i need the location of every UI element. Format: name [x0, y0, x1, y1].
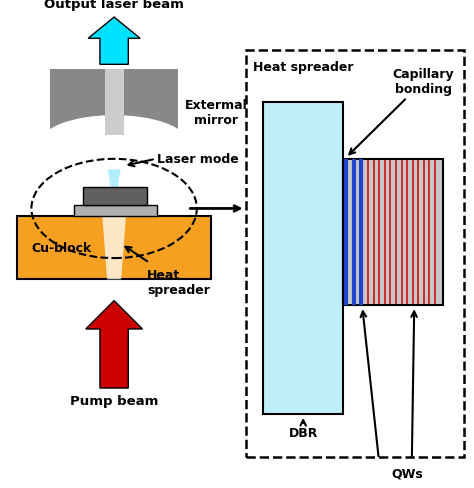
Text: Extermal
mirror: Extermal mirror [185, 99, 248, 126]
Text: Heat spreader: Heat spreader [253, 61, 354, 74]
Ellipse shape [41, 116, 187, 170]
Polygon shape [86, 301, 143, 388]
Bar [50, 70, 178, 143]
Text: Cu-block: Cu-block [31, 242, 91, 255]
Bar [343, 160, 443, 305]
Bar [246, 51, 464, 457]
Polygon shape [102, 216, 126, 280]
Text: Output laser beam: Output laser beam [44, 0, 184, 11]
Text: Heat
spreader: Heat spreader [147, 268, 210, 296]
Bar [83, 188, 147, 206]
Bar [105, 70, 124, 136]
Polygon shape [109, 179, 119, 209]
Text: QWs: QWs [391, 467, 423, 480]
Text: Pump beam: Pump beam [70, 394, 158, 407]
Text: Laser mode: Laser mode [156, 153, 238, 166]
Polygon shape [102, 143, 126, 179]
Polygon shape [88, 18, 140, 65]
Bar [74, 206, 156, 216]
Bar [263, 103, 343, 414]
Bar [17, 216, 211, 280]
Text: Capillary
bonding: Capillary bonding [393, 68, 455, 96]
Text: DBR: DBR [289, 427, 318, 440]
